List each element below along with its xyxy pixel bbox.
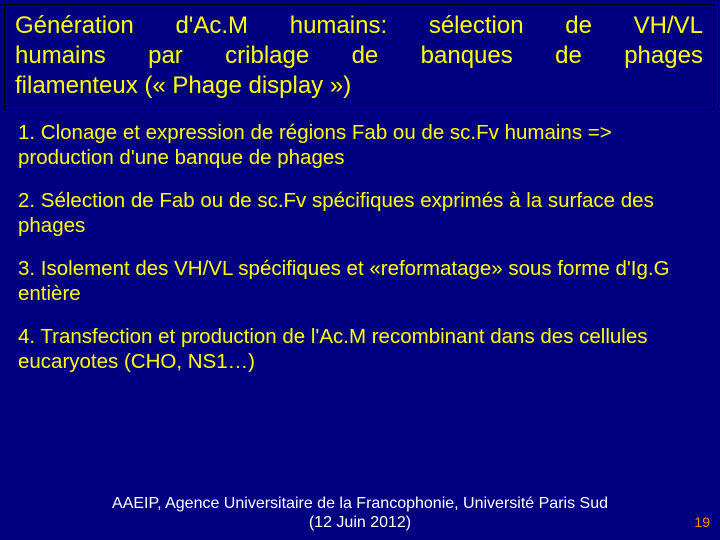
- title-word: banques: [421, 41, 513, 71]
- footer-line-1: AAEIP, Agence Universitaire de la Franco…: [0, 494, 720, 513]
- title-line-2: humains par criblage de banques de phage…: [15, 41, 703, 71]
- slide-footer: AAEIP, Agence Universitaire de la Franco…: [0, 494, 720, 532]
- footer-line-2: (12 Juin 2012): [0, 513, 720, 532]
- step-3: 3. Isolement des VH/VL spécifiques et «r…: [18, 256, 702, 306]
- title-word: humains:: [290, 11, 387, 41]
- step-4: 4. Transfection et production de l'Ac.M …: [18, 324, 702, 374]
- title-word: VH/VL: [634, 11, 703, 41]
- slide: Génération d'Ac.M humains: sélection de …: [0, 0, 720, 540]
- step-1: 1. Clonage et expression de régions Fab …: [18, 120, 702, 170]
- title-word: de: [565, 11, 592, 41]
- title-word: Génération: [15, 11, 134, 41]
- title-word: phages: [624, 41, 703, 71]
- title-word: humains: [15, 41, 106, 71]
- title-word: de: [555, 41, 582, 71]
- title-word: d'Ac.M: [175, 11, 248, 41]
- title-word: criblage: [225, 41, 309, 71]
- title-word: sélection: [429, 11, 524, 41]
- title-word: de: [352, 41, 379, 71]
- slide-body: 1. Clonage et expression de régions Fab …: [0, 114, 720, 392]
- title-word: par: [148, 41, 183, 71]
- title-line-3: filamenteux (« Phage display »): [15, 71, 703, 101]
- page-number: 19: [694, 514, 710, 530]
- slide-title: Génération d'Ac.M humains: sélection de …: [4, 4, 714, 110]
- step-2: 2. Sélection de Fab ou de sc.Fv spécifiq…: [18, 188, 702, 238]
- title-line-1: Génération d'Ac.M humains: sélection de …: [15, 11, 703, 41]
